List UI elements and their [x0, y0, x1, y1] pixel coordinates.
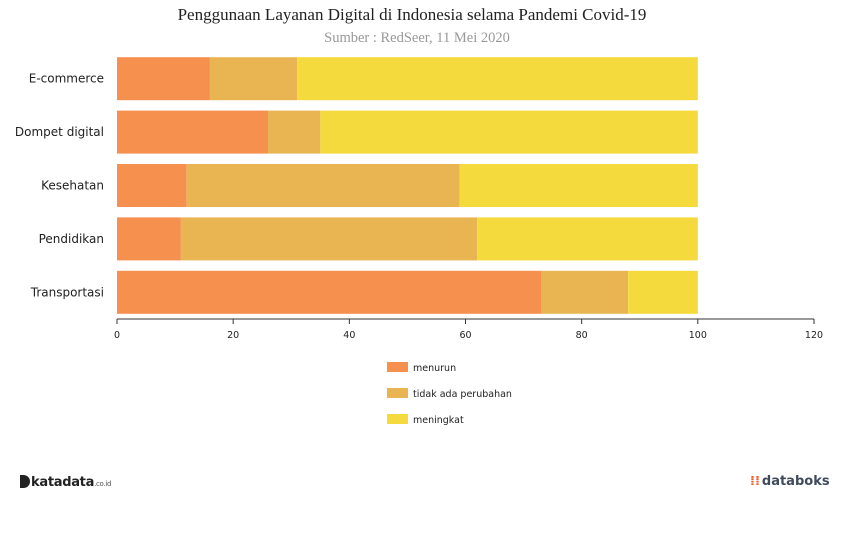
bar-tidak-ada-perubahan [186, 164, 460, 207]
legend-label: meningkat [413, 415, 464, 426]
category-label: Transportasi [30, 285, 104, 299]
databoks-mark-icon: ⁞⁞ [750, 474, 760, 489]
bar-meningkat [459, 164, 698, 207]
bar-meningkat [297, 57, 698, 101]
bar-meningkat [320, 110, 698, 154]
x-tick-label: 60 [459, 330, 471, 341]
chart-title: Penggunaan Layanan Digital di Indonesia … [177, 5, 647, 24]
bar-meningkat [477, 217, 698, 261]
x-tick-label: 0 [114, 330, 120, 341]
bar-tidak-ada-perubahan [541, 270, 629, 314]
katadata-mark-icon [20, 475, 30, 488]
category-label: Pendidikan [39, 232, 104, 246]
x-tick-label: 40 [343, 330, 355, 341]
legend-swatch [387, 362, 408, 372]
bar-menurun [117, 270, 542, 314]
legend-swatch [387, 388, 408, 398]
bar-menurun [117, 164, 187, 207]
katadata-logo: katadata.co.id [20, 475, 111, 490]
category-label: Kesehatan [41, 179, 104, 193]
chart-subtitle: Sumber : RedSeer, 11 Mei 2020 [324, 30, 510, 46]
x-tick-label: 100 [689, 330, 707, 341]
bar-meningkat [628, 270, 698, 314]
bar-menurun [117, 57, 210, 101]
bar-tidak-ada-perubahan [268, 110, 321, 154]
bar-tidak-ada-perubahan [180, 217, 478, 261]
category-label: Dompet digital [15, 125, 104, 139]
bar-tidak-ada-perubahan [209, 57, 298, 101]
legend-label: tidak ada perubahan [413, 389, 512, 400]
category-label: E-commerce [29, 72, 104, 86]
legend-label: menurun [413, 363, 456, 374]
databoks-logo: ⁞⁞ databoks [750, 474, 830, 489]
legend-swatch [387, 414, 408, 424]
bar-menurun [117, 110, 269, 154]
x-tick-label: 80 [576, 330, 588, 341]
x-tick-label: 20 [227, 330, 239, 341]
bar-menurun [117, 217, 181, 261]
x-tick-label: 120 [805, 330, 823, 341]
